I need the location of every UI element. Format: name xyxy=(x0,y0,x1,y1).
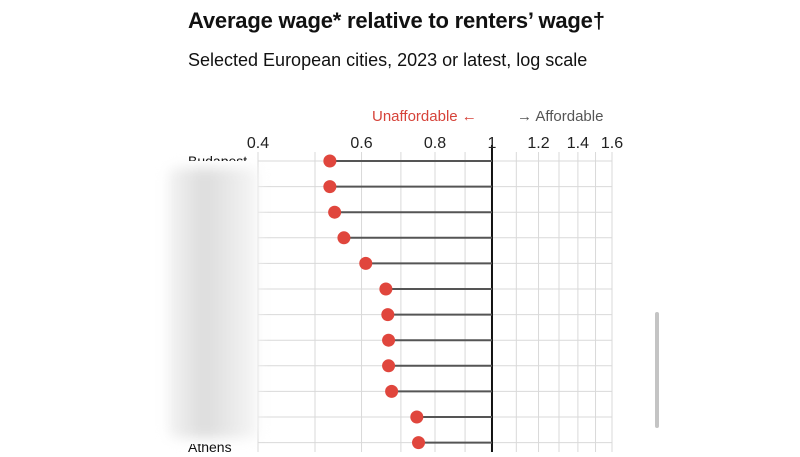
lollipop-dot xyxy=(385,384,399,398)
lollipop-dot xyxy=(382,333,396,347)
scrollbar[interactable] xyxy=(655,312,659,428)
lollipop-dot xyxy=(379,282,393,296)
city-label-last: Athens xyxy=(188,444,232,455)
city-label-first: Budapest xyxy=(188,153,248,161)
lollipop-dot xyxy=(382,359,396,373)
blurred-city-labels xyxy=(168,168,258,438)
tick-label: 1.6 xyxy=(601,135,623,152)
tick-label: 1 xyxy=(488,135,497,152)
chart-subtitle: Selected European cities, 2023 or latest… xyxy=(188,50,588,70)
tick-label: 0.4 xyxy=(247,135,269,152)
tick-label: 1.2 xyxy=(527,135,549,152)
lollipop-dot xyxy=(323,154,337,168)
tick-label: 0.8 xyxy=(424,135,446,152)
lollipop-dot xyxy=(328,205,342,219)
lollipop-dot xyxy=(337,231,351,245)
lollipop-dot xyxy=(381,308,395,322)
tick-label: 0.6 xyxy=(350,135,372,152)
lollipop-dot xyxy=(410,410,424,424)
legend-unaffordable: Unaffordable ← xyxy=(372,108,477,125)
tick-label: 1.4 xyxy=(567,135,589,152)
lollipop-dot xyxy=(323,180,337,194)
lollipop-dot xyxy=(359,256,373,270)
legend-affordable: → Affordable xyxy=(517,108,604,125)
chart-title: Average wage* relative to renters’ wage† xyxy=(188,8,605,33)
lollipop-dot xyxy=(412,436,426,450)
